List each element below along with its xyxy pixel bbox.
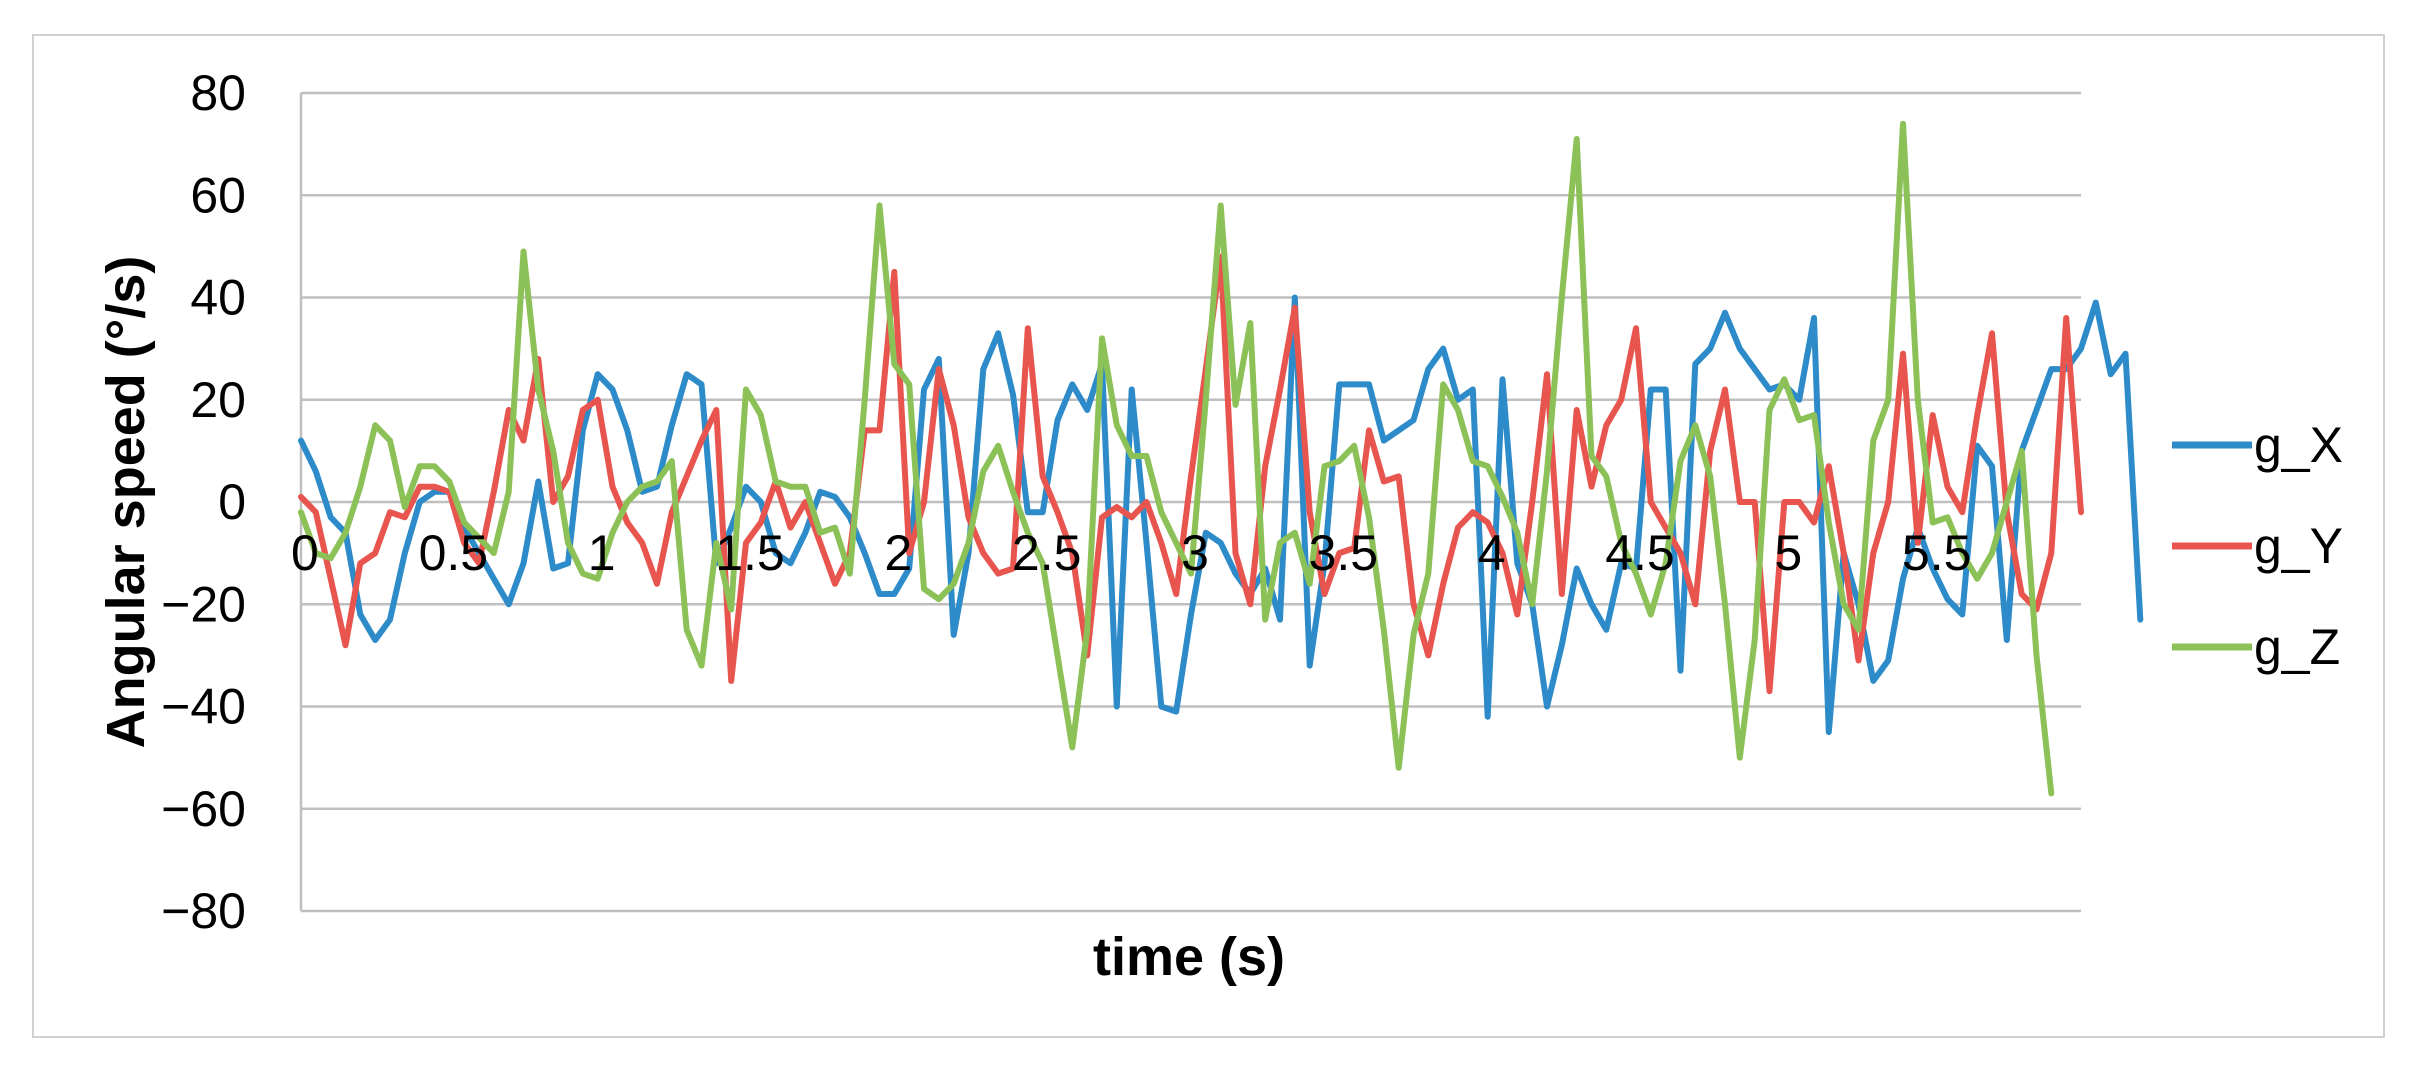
x-tick-label: 3.5 [1309, 525, 1379, 581]
y-axis-ticks: 80 60 40 20 0 −20 −40 −60 −80 [161, 65, 246, 939]
x-tick-label: 1 [588, 525, 616, 581]
x-tick-label: 4 [1478, 525, 1506, 581]
x-tick-label: 4.5 [1605, 525, 1675, 581]
x-tick-label: 2.5 [1012, 525, 1082, 581]
x-axis-ticks: 0 0.5 1 1.5 2 2.5 3 3.5 4 4.5 5 5.5 [291, 525, 1971, 581]
legend-label: g_Y [2254, 518, 2343, 574]
series-lines [298, 120, 2144, 797]
legend: g_X g_Y g_Z [2172, 417, 2343, 675]
x-tick-label: 0 [291, 525, 319, 581]
y-tick-label: −60 [161, 781, 246, 837]
series-line-g-z [298, 120, 2055, 797]
x-tick-label: 0.5 [419, 525, 489, 581]
x-tick-label: 5.5 [1902, 525, 1972, 581]
series-line-g-x [298, 294, 2144, 736]
legend-label: g_Z [2254, 619, 2340, 675]
x-tick-label: 3 [1181, 525, 1209, 581]
y-tick-label: −80 [161, 883, 246, 939]
gridlines [299, 91, 2081, 913]
y-tick-label: −40 [161, 679, 246, 735]
y-tick-label: 20 [190, 372, 246, 428]
y-tick-label: 0 [218, 474, 246, 530]
series-line-g-y [298, 253, 2084, 695]
y-tick-label: −20 [161, 576, 246, 632]
x-tick-label: 5 [1774, 525, 1802, 581]
x-tick-label: 1.5 [715, 525, 785, 581]
y-tick-label: 80 [190, 65, 246, 121]
y-axis-title: Angular speed (°/s) [96, 256, 156, 749]
x-tick-label: 2 [884, 525, 912, 581]
y-tick-label: 40 [190, 270, 246, 326]
x-axis-title: time (s) [1093, 927, 1285, 987]
y-tick-label: 60 [190, 167, 246, 223]
legend-label: g_X [2254, 417, 2343, 473]
